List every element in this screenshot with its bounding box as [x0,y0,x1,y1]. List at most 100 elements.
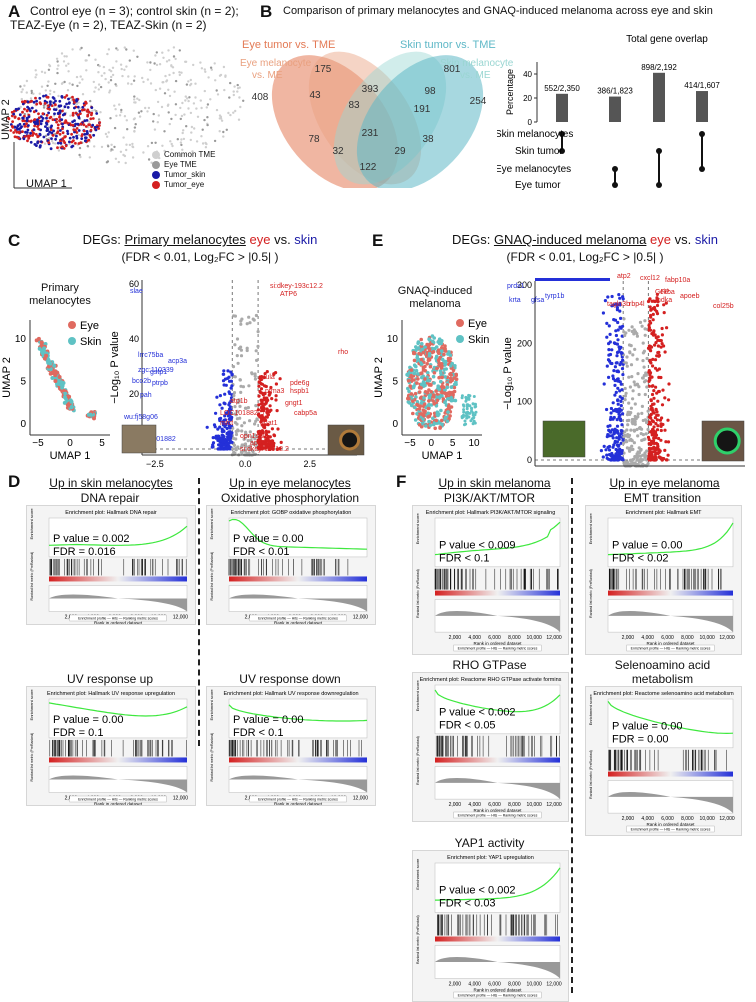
upset-y-tick-label: 0 [528,118,533,127]
gsea-x-tick: 8,000 [508,982,521,988]
gsea-legend: Enrichment profile — Hits — Ranking metr… [78,617,158,621]
gene-label: rho [338,349,348,356]
umap-x-tick-label: 5 [99,438,105,449]
panel-c-subtitle: (FDR < 0.01, Log₂FC > |0.5| ) [121,250,279,264]
panel-d-col2-header: Up in eye melanocytes [229,476,351,490]
gsea-xlabel: Rank in ordered dataset [646,822,695,827]
panel-e-title-underlined: GNAQ-induced melanoma [493,232,647,247]
gene-label: gfsa [531,297,544,304]
gsea-subtitle: Enrichment plot: Hallmark UV response do… [223,691,358,697]
umap-y-tick-label: 5 [392,377,398,388]
gsea-rank-gradient [229,757,367,763]
gsea-x-tick: 12,000 [546,982,562,988]
venn-count: 191 [414,104,431,115]
panel-c-title-skin: skin [294,232,318,247]
upset-set-label: Skin tumor [515,146,563,157]
gsea-x-tick: 6,000 [488,802,501,808]
panel-c-title-underlined: Primary melanocytes [124,232,246,247]
legend-label: Common TME [164,150,216,159]
gsea-legend-box [249,614,347,622]
gene-label: rbp4l [629,301,645,308]
gsea-es-curve [48,702,188,717]
gsea-title: RHO GTPase [452,658,527,672]
gsea-fdr: FDR = 0.00 [612,733,669,745]
gsea-metric-area [229,594,367,612]
legend-item: Common TME [152,150,215,160]
gsea-x-tick: 6,000 [488,982,501,988]
gsea-legend-box [69,614,167,622]
gsea-xlabel: Rank in ordered dataset [274,801,323,805]
gsea-svg: Enrichment plot: YAP1 upregulation Enrich… [415,855,562,999]
upset-dot [656,182,662,188]
gsea-x-tick: 8,000 [508,635,521,641]
gsea-subtitle: Enrichment plot: Hallmark PI3K/AKT/MTOR … [426,510,556,516]
venn-count: 175 [315,64,332,75]
legend-swatch [152,150,160,159]
gsea-svg: Enrichment plot: Hallmark DNA repair Enri… [29,508,189,624]
upset-y-tick-label: 20 [523,94,532,103]
gene-label: mdka [655,297,672,304]
panel-b-venn: Eye tumor vs. TME Skin tumor vs. TME Eye m… [240,39,514,188]
gsea-es-label: Enrichment score [29,689,34,721]
gsea-rm-label: Ranked list metric (PreRanked) [210,552,214,601]
panel-c-volcano: −2.50.02.50204060−Log₁₀ P valueslaelrrc7… [110,279,365,469]
gsea-fdr: FDR < 0.1 [233,727,283,739]
gsea-rank-gradient [608,771,733,777]
gsea-es-label: Enrichment score [588,513,593,545]
gsea-title: PI3K/AKT/MTOR [443,491,536,505]
gsea-legend: Enrichment profile — Hits — Ranking metr… [458,994,538,998]
venn-count: 38 [422,134,434,145]
gene-label: tagln3b [607,301,630,308]
gsea-svg: Enrichment plot: Hallmark UV response do… [209,689,368,805]
gene-label: pde6g [290,380,310,387]
gsea-es-label: Enrichment score [588,694,593,726]
volcano-y-tick-label: 100 [517,397,532,407]
legend-swatch-eye [68,321,76,329]
gsea-metric-area [49,594,187,612]
upset-dot [699,166,705,172]
gsea-rank-gradient [229,576,367,582]
venn-label-eye-tumor: Eye tumor vs. TME [242,39,335,51]
gsea-fdr: FDR < 0.02 [612,552,669,564]
gsea-es-curve [434,521,561,556]
legend-label: Tumor_eye [164,180,205,189]
gene-label: apoeb [680,293,700,300]
gsea-legend-box [626,644,715,652]
gene-label: LOC101882775 [220,410,270,417]
gene-label: LOC101882 [138,436,176,443]
volcano-x-tick-label: −2.5 [146,459,164,469]
gene-label: atp2 [617,273,631,280]
gsea-plot-box: Enrichment plot: Hallmark UV response up… [26,686,196,806]
legend-label-eye: Eye [80,320,99,332]
volcano-ylabel: −Log₁₀ P value [110,331,121,404]
gsea-x-tick: 4,000 [641,816,654,822]
gsea-es-frame [607,517,734,568]
gsea-xlabel: Rank in ordered dataset [473,808,522,813]
gsea-subtitle: Enrichment plot: Reactome selenoamino ac… [593,691,734,697]
venn-label-eye-mel-2: vs. ME [252,70,283,81]
panel-c-umap-title-2: melanocytes [29,295,91,307]
gsea-es-frame [228,698,368,739]
upset-dot [612,166,618,172]
gsea-rank-gradient [49,757,187,763]
gsea-x-tick: 12,000 [173,614,189,620]
gsea-title: Selenoamino acid metabolism [614,658,711,686]
gene-label: cabp5a [294,410,317,417]
gsea-rank-gradient [435,757,560,763]
panel-label-f: F [396,472,407,491]
gsea-xlabel: Rank in ordered dataset [94,620,143,624]
gsea-legend-box [453,811,542,819]
gsea-title: Oxidative phosphorylation [220,491,360,505]
gsea-pvalue: P value = 0.00 [612,539,682,551]
gsea-x-tick: 4,000 [641,635,654,641]
gsea-rank-gradient [435,590,560,596]
gsea-legend: Enrichment profile — Hits — Ranking metr… [258,617,338,621]
volcano-top-cluster-blue [535,278,610,281]
gsea-d-uv-down: UV response down Enrichment plot: Hallmar… [206,672,376,806]
gsea-es-label: Enrichment score [209,508,214,540]
gene-label: ATP6 [280,291,297,298]
fish-eye [713,427,741,455]
venn-label-eye-mel-1: Eye melanocyte [240,58,312,69]
panel-e-title-eye: eye [650,232,671,247]
gsea-legend: Enrichment profile — Hits — Ranking metr… [631,647,711,651]
